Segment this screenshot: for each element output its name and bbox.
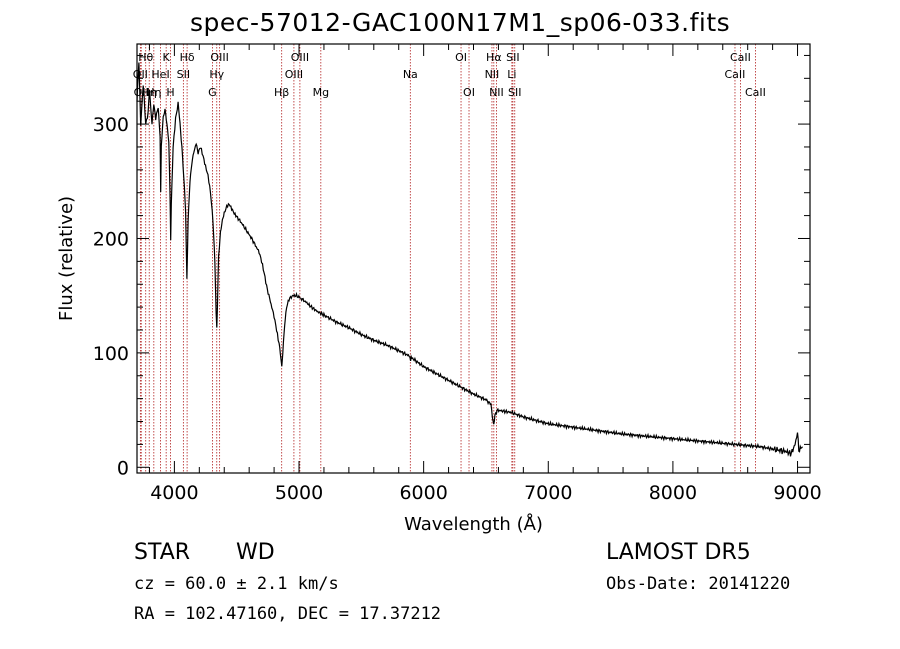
x-tick-label: 8000 — [649, 482, 697, 504]
line-label-caii: CaII — [725, 68, 746, 81]
object-subclass: WD — [236, 540, 275, 565]
line-label-na: Na — [403, 68, 418, 81]
line-label-li: Li — [507, 68, 516, 81]
y-tick-label: 200 — [93, 228, 129, 250]
survey-name: LAMOST DR5 — [606, 540, 751, 565]
observation-date: Obs-Date: 20141220 — [606, 574, 791, 594]
y-axis-label: Flux (relative) — [56, 196, 77, 321]
x-tick-label: 9000 — [773, 482, 821, 504]
line-label-hα: Hα — [486, 51, 502, 64]
y-tick-label: 0 — [117, 457, 129, 479]
line-label-oiii: OIII — [285, 68, 303, 81]
x-tick-label: 5000 — [275, 482, 323, 504]
x-tick-label: 4000 — [150, 482, 198, 504]
line-label-nii: NII — [485, 68, 500, 81]
line-label-hei: HeI — [151, 68, 169, 81]
line-label-oi: OI — [455, 51, 467, 64]
line-label-oi: OI — [463, 86, 475, 99]
line-label-hβ: Hβ — [274, 86, 289, 99]
x-axis-label: Wavelength (Å) — [404, 513, 543, 535]
axes-frame — [136, 43, 811, 474]
y-tick-label: 100 — [93, 343, 129, 365]
x-tick-label: 7000 — [524, 482, 572, 504]
line-label-caii: CaII — [745, 86, 766, 99]
line-label-oii: OII — [133, 68, 148, 81]
object-class: STAR — [134, 540, 191, 565]
spectral-line-markers — [139, 44, 756, 473]
line-label-mg: Mg — [313, 86, 329, 99]
ra-dec-coordinates: RA = 102.47160, DEC = 17.37212 — [134, 604, 442, 624]
line-label-hθ: Hθ — [138, 51, 153, 64]
y-tick-label: 300 — [93, 114, 129, 136]
chart-title: spec-57012-GAC100N17M1_sp06-033.fits — [190, 8, 731, 37]
line-label-nii: NII — [489, 86, 504, 99]
line-label-g: G — [208, 86, 217, 99]
spectral-line-labels: OIIOIIHθHηHηHeIKHSIIHδGHγOIIIHβOIIIOIIIM… — [133, 51, 766, 99]
axis-ticks — [137, 44, 810, 473]
x-tick-label: 6000 — [399, 482, 447, 504]
axis-tick-labels: 4000 5000 6000 7000 8000 9000 0 100 200 300 — [93, 114, 822, 504]
line-label-oiii: OIII — [291, 51, 309, 64]
line-label-sii: SII — [177, 68, 190, 81]
line-label-sii: SII — [506, 51, 519, 64]
redshift-cz: cz = 60.0 ± 2.1 km/s — [134, 574, 339, 594]
line-label-hγ: Hγ — [209, 68, 224, 81]
line-label-oiii: OIII — [210, 51, 228, 64]
spectrum-line — [136, 62, 803, 457]
line-label-k: K — [163, 51, 171, 64]
line-label-sii: SII — [508, 86, 521, 99]
line-label-caii: CaII — [730, 51, 751, 64]
line-label-hδ: Hδ — [180, 51, 195, 64]
line-label-h: H — [166, 86, 174, 99]
